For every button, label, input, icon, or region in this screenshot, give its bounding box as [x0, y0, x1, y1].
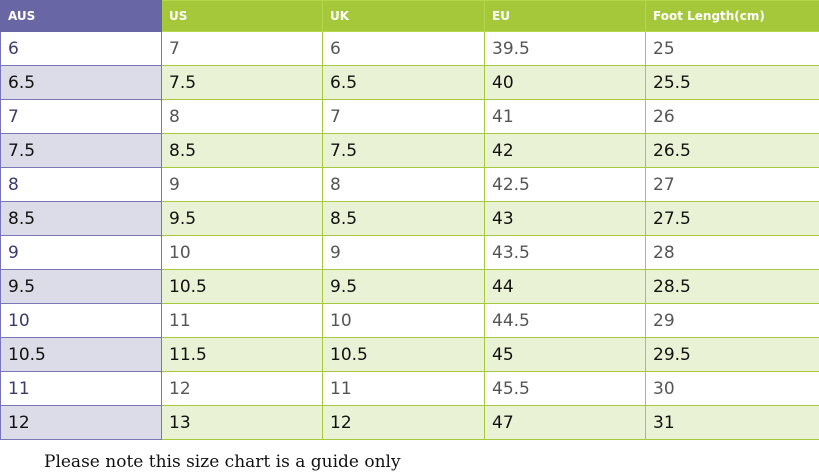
table-cell: 10.5: [0, 337, 162, 372]
table-cell: 42: [484, 133, 646, 168]
table-cell: 28: [645, 235, 819, 270]
table-cell: 42.5: [484, 167, 646, 202]
table-cell: 12: [322, 405, 485, 440]
table-cell: 7.5: [322, 133, 485, 168]
column-header: Foot Length(cm): [645, 0, 819, 32]
table-cell: 30: [645, 371, 819, 406]
table-cell: 7.5: [0, 133, 162, 168]
table-cell: 10: [161, 235, 323, 270]
table-cell: 26.5: [645, 133, 819, 168]
table-cell: 9.5: [322, 269, 485, 304]
table-cell: 6: [0, 31, 162, 66]
table-cell: 27.5: [645, 201, 819, 236]
table-cell: 45: [484, 337, 646, 372]
table-cell: 31: [645, 405, 819, 440]
table-row: 12 13 12 47 31: [0, 405, 819, 440]
table-cell: 12: [161, 371, 323, 406]
table-cell: 9.5: [161, 201, 323, 236]
table-cell: 7.5: [161, 65, 323, 100]
column-header: US: [161, 0, 323, 32]
table-cell: 43.5: [484, 235, 646, 270]
table-cell: 26: [645, 99, 819, 134]
table-row: 6 7 6 39.5 25: [0, 31, 819, 66]
table-cell: 8.5: [0, 201, 162, 236]
table-cell: 9: [161, 167, 323, 202]
table-cell: 29.5: [645, 337, 819, 372]
table-cell: 47: [484, 405, 646, 440]
table-cell: 27: [645, 167, 819, 202]
column-header: EU: [484, 0, 646, 32]
table-cell: 13: [161, 405, 323, 440]
table-row: 11 12 11 45.5 30: [0, 371, 819, 406]
table-cell: 39.5: [484, 31, 646, 66]
table-cell: 45.5: [484, 371, 646, 406]
table-cell: 9: [0, 235, 162, 270]
table-cell: 10: [0, 303, 162, 338]
table-cell: 11.5: [161, 337, 323, 372]
table-cell: 28.5: [645, 269, 819, 304]
table-cell: 25: [645, 31, 819, 66]
table-row: 10 11 10 44.5 29: [0, 303, 819, 338]
table-cell: 10: [322, 303, 485, 338]
size-chart-table: AUS US UK EU Foot Length(cm) 6 7 6 39.5 25 6.5 7.5…: [0, 0, 819, 440]
table-row: 10.5 11.5 10.5 45 29.5: [0, 337, 819, 372]
table-cell: 11: [161, 303, 323, 338]
table-cell: 40: [484, 65, 646, 100]
table-cell: 8.5: [161, 133, 323, 168]
table-cell: 29: [645, 303, 819, 338]
table-cell: 6: [322, 31, 485, 66]
column-header: UK: [322, 0, 485, 32]
table-row: 9 10 9 43.5 28: [0, 235, 819, 270]
table-cell: 10.5: [322, 337, 485, 372]
table-cell: 9: [322, 235, 485, 270]
table-row: 8 9 8 42.5 27: [0, 167, 819, 202]
table-cell: 11: [0, 371, 162, 406]
table-cell: 8.5: [322, 201, 485, 236]
table-cell: 43: [484, 201, 646, 236]
column-header: AUS: [0, 0, 162, 32]
table-cell: 8: [161, 99, 323, 134]
table-cell: 7: [161, 31, 323, 66]
table-cell: 44.5: [484, 303, 646, 338]
header-row: AUS US UK EU Foot Length(cm): [0, 0, 819, 32]
table-cell: 8: [0, 167, 162, 202]
table-cell: 8: [322, 167, 485, 202]
table-row: 7 8 7 41 26: [0, 99, 819, 134]
table-cell: 6.5: [0, 65, 162, 100]
table-row: 6.5 7.5 6.5 40 25.5: [0, 65, 819, 100]
table-row: 9.5 10.5 9.5 44 28.5: [0, 269, 819, 304]
table-cell: 10.5: [161, 269, 323, 304]
table-cell: 7: [322, 99, 485, 134]
table-cell: 41: [484, 99, 646, 134]
table-cell: 25.5: [645, 65, 819, 100]
table-cell: 7: [0, 99, 162, 134]
table-row: 8.5 9.5 8.5 43 27.5: [0, 201, 819, 236]
table-cell: 6.5: [322, 65, 485, 100]
table-cell: 12: [0, 405, 162, 440]
size-chart-note: Please note this size chart is a guide o…: [44, 452, 401, 472]
table-row: 7.5 8.5 7.5 42 26.5: [0, 133, 819, 168]
table-cell: 44: [484, 269, 646, 304]
table-cell: 9.5: [0, 269, 162, 304]
table-cell: 11: [322, 371, 485, 406]
